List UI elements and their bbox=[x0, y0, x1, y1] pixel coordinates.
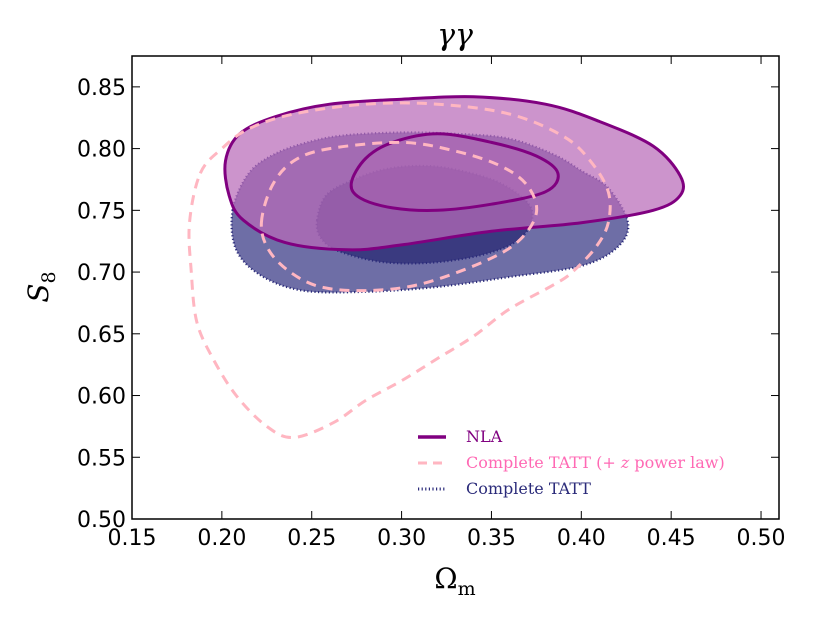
y-axis-label-main: S bbox=[22, 283, 55, 302]
y-tick-label: 0.85 bbox=[77, 76, 126, 101]
legend-label-tail: power law) bbox=[629, 453, 724, 472]
legend-label-main: Complete TATT ( bbox=[466, 453, 602, 472]
legend-label-plus: + bbox=[602, 453, 621, 472]
y-tick-label: 0.70 bbox=[77, 261, 126, 286]
legend-label-complete-tatt: Complete TATT bbox=[466, 479, 591, 498]
x-axis-label: Ωm bbox=[434, 562, 475, 600]
y-tick-label: 0.75 bbox=[77, 199, 126, 224]
x-tick-label: 0.45 bbox=[647, 526, 696, 551]
x-tick-label: 0.25 bbox=[287, 526, 336, 551]
y-axis-label: S8 bbox=[22, 271, 60, 302]
x-tick-label: 0.20 bbox=[197, 526, 246, 551]
series-complete-tatt-z-power-law bbox=[187, 101, 612, 440]
y-tick-label: 0.55 bbox=[77, 446, 126, 471]
chart-title: γγ bbox=[437, 18, 473, 53]
x-tick-label: 0.50 bbox=[737, 526, 786, 551]
x-tick-label: 0.40 bbox=[557, 526, 606, 551]
x-axis-label-sub: m bbox=[458, 578, 476, 600]
x-tick-label: 0.35 bbox=[467, 526, 516, 551]
y-axis-label-sub: 8 bbox=[38, 271, 60, 283]
x-tick-label: 0.30 bbox=[377, 526, 426, 551]
legend-label-italic: z bbox=[620, 453, 630, 472]
x-tick-label: 0.15 bbox=[108, 526, 157, 551]
x-axis-label-main: Ω bbox=[434, 562, 457, 595]
plot-frame bbox=[131, 55, 780, 520]
ticks-layer: 0.15 0.20 0.25 0.30 0.35 0.40 0.45 0.50 0.50 0.55… bbox=[77, 56, 786, 551]
legend-label-complete-tatt-z-power-law: Complete TATT (+ z power law) bbox=[466, 453, 725, 472]
legend-label-main: Complete TATT bbox=[466, 479, 591, 498]
inner-contour-3 bbox=[259, 140, 539, 293]
y-tick-label: 0.65 bbox=[77, 323, 126, 348]
legend-label-nla: NLA bbox=[466, 427, 503, 446]
contours-layer bbox=[187, 95, 685, 440]
y-tick-label: 0.80 bbox=[77, 138, 126, 163]
legend-label-main: NLA bbox=[466, 427, 503, 446]
y-tick-label: 0.60 bbox=[77, 385, 126, 410]
series-nla bbox=[223, 95, 685, 252]
outer-contour-2 bbox=[223, 95, 685, 252]
y-tick-label: 0.50 bbox=[77, 508, 126, 533]
outer-contour-3 bbox=[187, 101, 612, 440]
